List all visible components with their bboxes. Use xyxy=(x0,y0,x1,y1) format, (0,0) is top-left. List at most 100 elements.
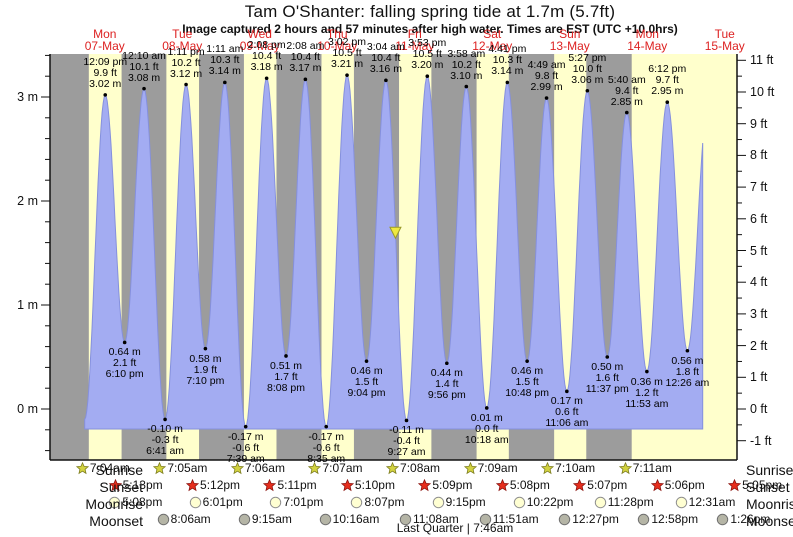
low-tide-point xyxy=(645,369,649,374)
moonset-time: 12:58pm xyxy=(651,512,699,526)
annotation-line: 10.2 ft xyxy=(451,58,481,71)
annotation-line: 8:35 am xyxy=(307,452,346,465)
low-tide-annotation: 0.44 m 1.4 ft 9:56 pm xyxy=(428,368,466,401)
day-label: Tue 15-May xyxy=(685,28,765,52)
left-axis-tick-label: 3 m xyxy=(17,90,38,104)
tide-curve-area xyxy=(84,74,704,430)
annotation-line: 1:11 am xyxy=(206,43,244,56)
low-tide-annotation: 0.56 m 1.8 ft 12:26 am xyxy=(666,355,710,389)
moonrise-time: 10:22pm xyxy=(526,495,574,509)
annotation-line: 9.8 ft xyxy=(534,70,559,83)
right-axis-tick-label: 5 ft xyxy=(750,243,768,258)
high-tide-point xyxy=(303,77,308,82)
right-axis-tick-label: 10 ft xyxy=(750,85,775,99)
annotation-line: 3:53 pm xyxy=(408,37,447,50)
sunset-time-entry: 5:08pm xyxy=(495,478,550,492)
annotation-line: 5:40 am xyxy=(607,73,646,86)
moonset-time-entry: 12:27pm xyxy=(558,512,619,526)
annotation-line: 11:53 am xyxy=(625,397,669,410)
high-tide-point xyxy=(665,100,670,104)
moonrise-time: 11:28pm xyxy=(607,495,654,509)
right-axis-tick-label: 2 ft xyxy=(750,338,768,353)
annotation-line: 3.21 m xyxy=(330,58,364,71)
annotation-line: 0.17 m xyxy=(550,395,583,408)
annotation-line: 12:09 pm xyxy=(83,55,128,68)
sunset-time-entry: 5:06pm xyxy=(650,478,705,492)
left-axis-tick-label: 2 m xyxy=(17,194,38,208)
high-tide-annotation: 3:53 pm 10.5 ft 3.20 m xyxy=(408,38,446,71)
moonrise-circle-icon xyxy=(351,496,363,508)
sunrise-star-icon xyxy=(463,461,477,474)
low-tide-point xyxy=(243,424,248,429)
low-tide-point xyxy=(203,346,208,351)
annotation-line: 3.12 m xyxy=(170,67,203,80)
annotation-line: 10.1 ft xyxy=(129,60,159,73)
high-tide-point xyxy=(585,88,590,93)
high-tide-annotation: 5:27 pm 10.0 ft 3.06 m xyxy=(568,52,606,86)
sunset-star-icon xyxy=(573,478,587,491)
sunrise-time-entry: 7:08am xyxy=(386,461,440,475)
low-tide-annotation: -0.11 m -0.4 ft 9:27 am xyxy=(388,425,426,458)
low-tide-point xyxy=(525,359,529,363)
annotation-line: 0.36 m xyxy=(630,375,663,388)
moonset-time: 9:15am xyxy=(251,512,292,526)
sunset-row-label: Sunset xyxy=(99,479,143,495)
annotation-line: 4:41 pm xyxy=(488,43,527,56)
sunset-time-entry: 5:05pm xyxy=(728,478,782,492)
annotation-line: 10.4 ft xyxy=(252,50,282,63)
low-tide-annotation: 0.58 m 1.9 ft 7:10 pm xyxy=(186,353,225,387)
high-tide-annotation: 5:40 am 9.4 ft 2.85 m xyxy=(607,73,646,108)
sunrise-row-label: Sunrise xyxy=(95,462,143,478)
annotation-line: 9.9 ft xyxy=(93,66,117,79)
moonset-time: 11:08am xyxy=(412,512,459,526)
annotation-line: -0.17 m xyxy=(227,430,264,443)
annotation-line: 0.01 m xyxy=(470,411,503,424)
sunrise-star-icon xyxy=(75,461,89,474)
day-date: 14-May xyxy=(627,39,668,53)
day-label: Fri 11-May xyxy=(375,28,455,52)
sunset-star-icon xyxy=(263,478,277,491)
high-tide-annotation: 3:04 am 10.4 ft 3.16 m xyxy=(367,42,405,75)
annotation-line: 10.3 ft xyxy=(492,54,522,67)
annotation-line: 0.0 ft xyxy=(475,422,499,435)
moonrise-row-label: Moonrise xyxy=(85,496,143,512)
high-tide-annotation: 1:11 am 10.3 ft 3.14 m xyxy=(206,44,243,77)
day-name: Mon xyxy=(635,27,659,41)
high-tide-annotation: 4:49 am 9.8 ft 2.99 m xyxy=(528,60,566,93)
high-tide-point xyxy=(464,84,469,89)
high-tide-annotation: 2:08 pm 10.4 ft 3.18 m xyxy=(248,40,286,73)
annotation-line: 4:49 am xyxy=(527,59,566,72)
moonset-time-entry: 1:26pm xyxy=(716,512,770,526)
moonrise-circle-icon xyxy=(594,496,606,508)
day-date: 11-May xyxy=(395,39,435,53)
moonset-time-entry: 10:16am xyxy=(319,512,379,526)
day-label: Thu 10-May xyxy=(297,28,377,52)
annotation-line: -0.6 ft xyxy=(312,441,340,454)
annotation-line: 0.50 m xyxy=(591,361,624,373)
annotation-line: 1.5 ft xyxy=(354,376,379,389)
sunset-star-icon xyxy=(340,478,354,491)
annotation-line: 10:18 am xyxy=(464,433,509,446)
low-tide-annotation: -0.17 m -0.6 ft 7:39 am xyxy=(227,430,265,465)
moonset-time-entry: 8:06am xyxy=(157,512,211,526)
sunset-time: 5:08pm xyxy=(509,478,550,492)
annotation-line: 7:10 pm xyxy=(186,374,225,387)
moonrise-circle-icon xyxy=(109,496,121,508)
right-axis-tick-label: 0 ft xyxy=(750,402,768,416)
chart-subtitle: Image captured 2 hours and 57 minutes af… xyxy=(182,22,678,36)
day-name: Fri xyxy=(407,27,422,41)
moonrise-circle-icon xyxy=(513,496,525,508)
day-name: Wed xyxy=(247,27,272,41)
sunrise-time: 7:10am xyxy=(555,461,596,475)
annotation-line: 0.6 ft xyxy=(555,406,579,419)
right-axis-tick-label: 11 ft xyxy=(750,53,774,68)
low-tide-point xyxy=(484,406,489,410)
right-axis-tick-label: 9 ft xyxy=(750,116,768,131)
annotation-line: 10.5 ft xyxy=(412,48,442,61)
annotation-line: 1.6 ft xyxy=(595,372,619,384)
sunset-time-entry: 5:13pm xyxy=(108,478,163,492)
annotation-line: 3.14 m xyxy=(491,65,524,78)
day-name: Sun xyxy=(559,27,581,41)
sunrise-time: 7:11am xyxy=(632,461,672,475)
